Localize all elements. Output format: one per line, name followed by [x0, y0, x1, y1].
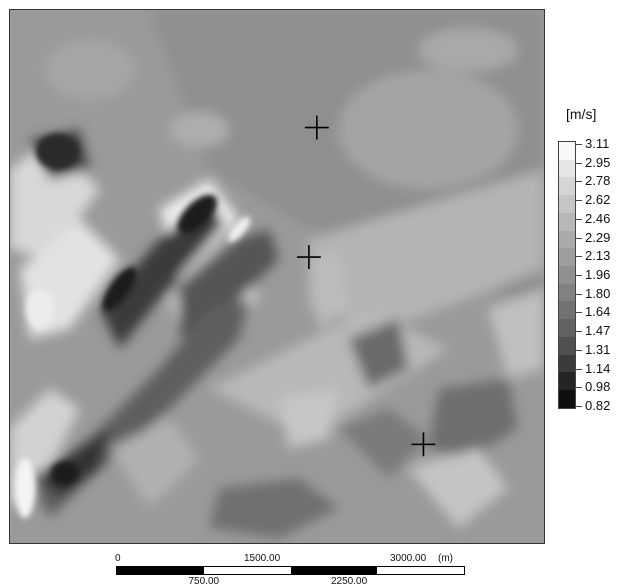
scale-bottom-label: 2250.00 — [331, 576, 368, 587]
legend-tick-mark — [576, 331, 582, 333]
contour-map-canvas — [10, 10, 544, 543]
legend-tick-label: 2.95 — [585, 154, 611, 170]
marker-cross-1 — [304, 115, 329, 140]
legend-tick-mark — [576, 312, 582, 314]
legend-swatch — [559, 336, 575, 355]
marker-cross-3 — [411, 432, 436, 457]
legend-tick-mark — [576, 406, 582, 407]
legend-tick-mark — [576, 181, 582, 183]
legend-swatch — [559, 301, 575, 320]
scale-top-label: 0 — [115, 553, 121, 564]
legend-swatch — [559, 248, 575, 267]
legend-swatch — [559, 390, 575, 408]
legend-tick-mark — [576, 368, 582, 370]
legend-tick-label: 1.96 — [585, 267, 611, 282]
legend-tick-mark — [576, 387, 582, 389]
scale-bar — [116, 566, 465, 575]
legend-swatch — [559, 177, 575, 196]
legend-tick-mark — [576, 349, 582, 351]
legend-tick-label: 2.78 — [585, 173, 611, 189]
legend-tick-mark — [576, 218, 582, 220]
wind-speed-map — [9, 9, 545, 544]
legend-tick-mark — [576, 237, 582, 239]
scale-unit: (m) — [438, 553, 453, 564]
legend-tick-label: 2.46 — [585, 210, 611, 226]
legend-tick-mark — [576, 256, 582, 258]
legend-tick-mark — [576, 200, 582, 202]
legend-tick-mark — [576, 275, 582, 276]
legend-tick-label: 0.98 — [585, 379, 611, 395]
scale-top-label: 3000.00 — [390, 553, 427, 564]
legend-swatch — [559, 354, 575, 373]
legend-tick-label: 3.11 — [585, 136, 610, 151]
legend-tick-label: 1.80 — [585, 285, 611, 301]
legend-color-bar — [558, 141, 576, 409]
scale-top-label: 1500.00 — [244, 553, 281, 564]
legend-tick-mark — [576, 144, 582, 145]
legend-tick-label: 2.29 — [585, 229, 611, 245]
legend-tick-label: 0.82 — [585, 398, 611, 413]
legend-swatch — [559, 266, 575, 284]
legend-tick-label: 2.13 — [585, 248, 611, 264]
legend-tick-label: 1.47 — [585, 323, 611, 339]
legend-swatch — [559, 372, 575, 391]
legend-swatch — [559, 319, 575, 337]
scale-bottom-label: 750.00 — [188, 576, 220, 587]
legend-tick-label: 1.64 — [585, 304, 611, 320]
legend-swatch — [559, 142, 575, 160]
legend-swatch — [559, 283, 575, 302]
marker-cross-2 — [296, 245, 321, 270]
legend-swatch — [559, 230, 575, 249]
legend-tick-mark — [576, 162, 582, 164]
legend-swatch — [559, 195, 575, 213]
legend-swatch — [559, 212, 575, 231]
legend-tick-mark — [576, 293, 582, 295]
legend-unit: [m/s] — [566, 106, 597, 122]
legend-tick-label: 2.62 — [585, 192, 611, 208]
legend-tick-label: 1.31 — [585, 341, 611, 357]
legend-swatch — [559, 159, 575, 178]
legend-tick-label: 1.14 — [585, 360, 611, 376]
